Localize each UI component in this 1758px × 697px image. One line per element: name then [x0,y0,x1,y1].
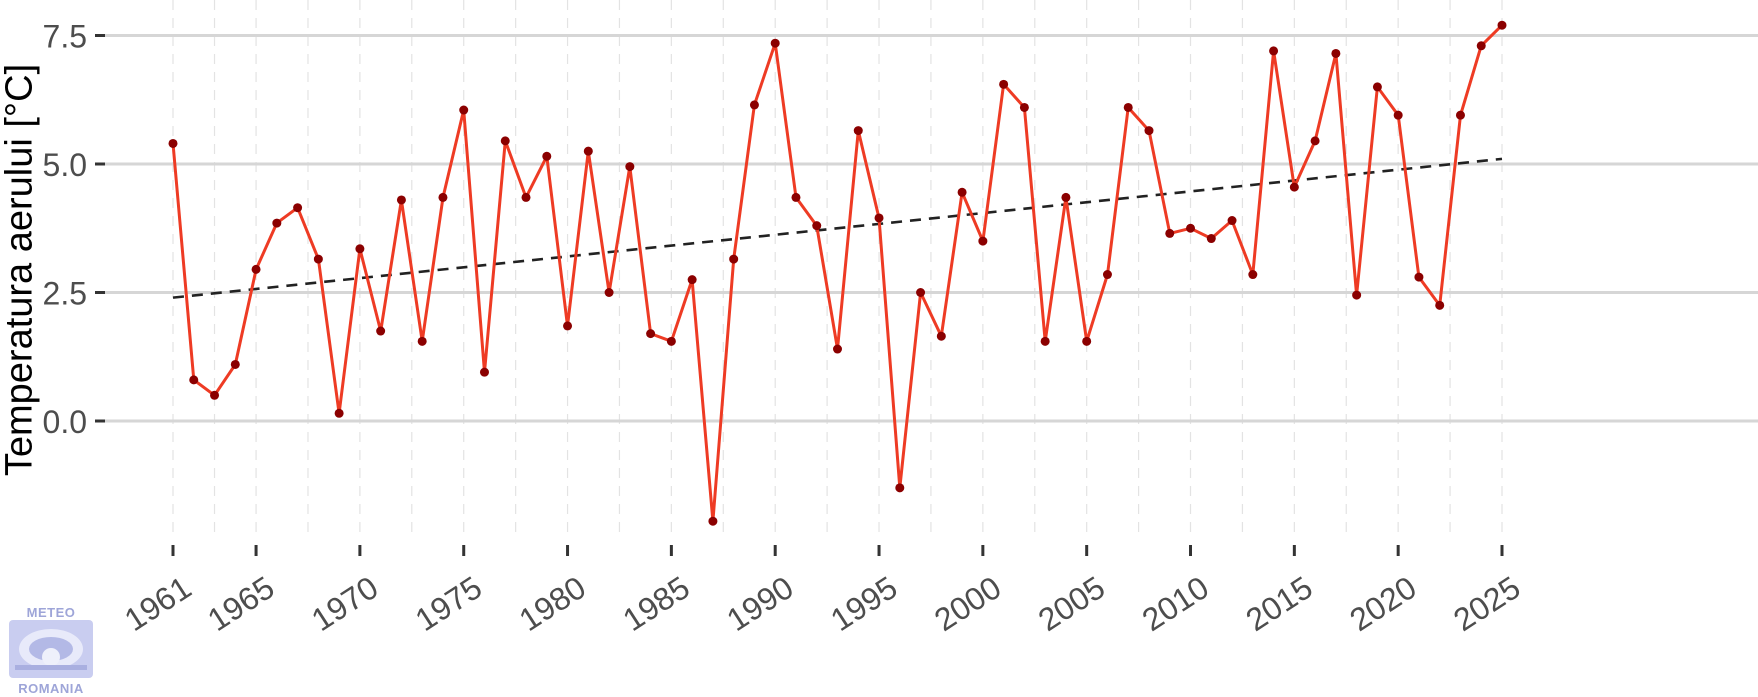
y-tick-labels: 0.0 2.5 5.0 7.5 [43,19,87,441]
axis-ticks [95,34,1504,556]
data-point [646,329,656,339]
data-point [604,288,614,297]
data-point [874,213,884,223]
x-tick-label: 2015 [1239,569,1318,638]
data-point [210,390,220,400]
data-point [1455,110,1465,120]
data-point [749,100,759,110]
data-point [1061,192,1071,202]
data-point [355,244,365,254]
data-point [1269,46,1279,56]
data-point [1372,82,1382,92]
minor-gridlines [172,0,1503,535]
x-tick-label: 1980 [513,569,592,638]
x-tick-label: 1970 [305,569,384,638]
data-point [791,192,801,202]
data-point [1186,223,1196,233]
logo-bottom-text: ROMANIA [18,681,84,696]
data-point [936,331,946,341]
major-gridlines [100,34,1758,423]
x-tick-label: 1975 [409,569,488,638]
data-point [313,254,323,264]
x-tick-label: 2000 [928,569,1007,638]
trend-line [172,157,1503,299]
data-point [583,146,593,156]
data-point [1435,300,1445,310]
data-point [1165,228,1175,238]
data-points [168,20,1507,526]
x-tick-label: 2020 [1343,569,1422,638]
trend-line-layer [172,157,1503,299]
data-point [770,38,780,48]
data-point [251,264,261,274]
data-point [999,79,1009,89]
data-point [500,136,510,146]
data-point [1476,41,1486,51]
data-point [895,483,905,493]
data-point [708,516,718,526]
data-point [272,218,282,228]
data-point [521,192,531,202]
data-point [957,187,967,197]
data-point [833,344,842,354]
data-point [230,359,240,369]
data-point [1206,234,1216,244]
data-point [1352,290,1362,300]
x-tick-label: 1985 [617,569,696,638]
logo-emblem-icon [9,620,93,678]
data-point [1248,270,1258,280]
data-point [687,275,697,285]
data-point [1310,136,1320,146]
x-tick-label: 1965 [201,569,280,638]
data-point [916,288,926,297]
data-point [396,195,406,205]
y-tick-label: 0.0 [43,404,87,440]
data-point [978,236,988,246]
data-point [1102,270,1112,280]
data-point [334,408,344,418]
data-point [438,192,448,202]
data-point [563,321,573,331]
data-point [1414,272,1424,282]
y-axis-label: Temperatura aerului [°C] [0,63,41,477]
data-point [1331,48,1341,58]
data-point [168,138,178,148]
x-tick-label: 2005 [1032,569,1111,638]
data-point [1227,216,1237,226]
data-point [417,336,427,346]
data-point [376,326,386,336]
logo-top-text: METEO [26,605,76,620]
data-point [542,151,552,161]
data-point [293,203,303,213]
data-point [729,254,739,264]
data-point [625,162,635,172]
meteo-romania-logo: METEO ROMANIA [5,605,97,697]
data-point [666,336,676,346]
y-tick-label: 5.0 [43,147,87,183]
data-point [189,375,199,385]
data-point [479,367,489,377]
data-point [1497,20,1507,30]
data-point [1289,182,1299,192]
data-point [459,105,469,115]
series-layer [171,24,1504,523]
y-tick-label: 7.5 [43,19,87,55]
data-point [1123,102,1133,112]
x-tick-labels: 1961 1965 1970 1975 1980 1985 1990 1995 2000 2005… [118,569,1526,638]
y-tick-label: 2.5 [43,276,87,312]
x-tick-label: 1990 [720,569,799,638]
x-tick-label: 1961 [118,569,197,638]
x-tick-label: 2025 [1447,569,1526,638]
data-point [1082,336,1092,346]
temperature-series-line [171,24,1504,523]
data-point [1019,102,1029,112]
data-point [853,126,863,136]
data-point [812,221,822,231]
data-point [1393,110,1403,120]
x-tick-label: 1995 [824,569,903,638]
data-point [1040,336,1050,346]
x-tick-label: 2010 [1136,569,1215,638]
data-point [1144,126,1154,136]
